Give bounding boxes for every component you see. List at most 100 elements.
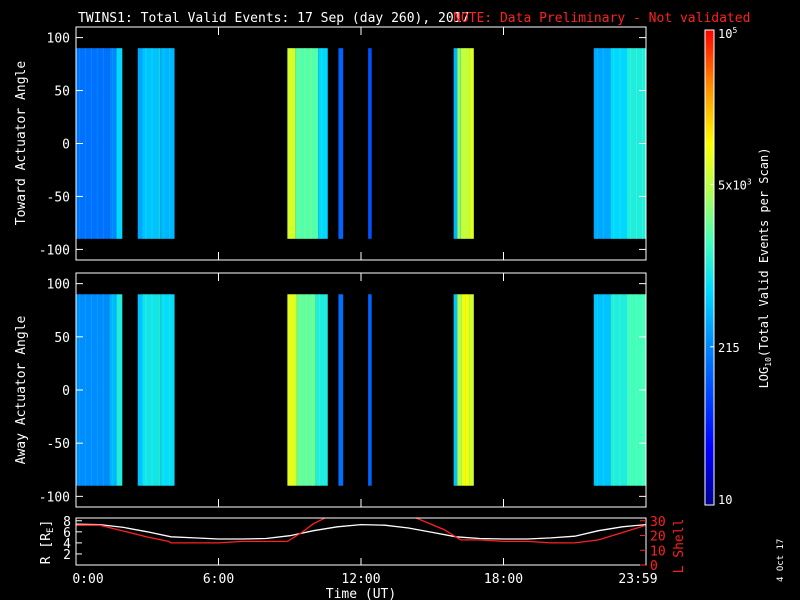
- toward-band: [116, 48, 123, 239]
- toward-band: [453, 48, 458, 239]
- time-xtick-label: 0:00: [72, 572, 103, 587]
- toward-ytick-label: 100: [47, 32, 70, 47]
- away-band: [315, 294, 328, 486]
- toward-band-stripe: [112, 48, 114, 239]
- away-band: [338, 294, 344, 486]
- away-band-stripe: [318, 294, 320, 486]
- toward-band-stripe: [145, 48, 147, 239]
- toward-x-ticks: [75, 27, 647, 260]
- away-band-stripe: [602, 294, 604, 486]
- r-ytick-label: 2: [63, 548, 71, 563]
- toward-band-stripe: [85, 48, 86, 239]
- lshell-ytick-label: 10: [650, 544, 666, 559]
- toward-band: [368, 48, 372, 239]
- colorbar-frame: [704, 29, 715, 506]
- toward-band: [460, 48, 470, 239]
- away-band: [137, 294, 143, 486]
- date-stamp: 4 Oct 17: [776, 539, 786, 582]
- away-x-ticks: [75, 273, 647, 507]
- toward-y-ticks: 100 50 0 -50 -100: [39, 32, 646, 258]
- time-xtick-label: 6:00: [203, 572, 234, 587]
- toward-band-stripe: [619, 48, 621, 239]
- away-y-ticks: 100 50 0 -50 -100: [39, 278, 646, 505]
- away-y-label: Away Actuator Angle: [14, 315, 29, 464]
- away-band: [368, 294, 372, 486]
- toward-band-stripe: [163, 48, 165, 239]
- toward-band-stripe: [310, 48, 312, 239]
- away-band: [457, 294, 462, 486]
- toward-y-label: Toward Actuator Angle: [14, 61, 29, 226]
- colorbar-gradient: [705, 30, 714, 505]
- toward-ytick-label: 50: [54, 85, 70, 100]
- preliminary-note: NOTE: Data Preliminary - Not validated: [453, 11, 750, 26]
- time-xtick-label: 12:00: [341, 572, 380, 587]
- toward-band-stripe: [169, 48, 171, 239]
- lshell-series-line: [76, 518, 646, 544]
- toward-ytick-label: -100: [39, 243, 70, 258]
- lshell-ytick-label: 30: [650, 515, 666, 530]
- toward-band: [159, 48, 161, 239]
- toward-band-stripe: [103, 48, 104, 239]
- toward-heatmap: [76, 48, 646, 239]
- r-y-label: R [RE]: [39, 520, 56, 565]
- away-band: [469, 294, 474, 486]
- r-ytick-label: 6: [63, 526, 71, 541]
- lshell-y-label: L Shell: [672, 519, 687, 574]
- toward-band: [295, 48, 319, 239]
- orbit-lines: [76, 518, 646, 544]
- away-band-stripe: [112, 294, 114, 486]
- toward-band: [469, 48, 474, 239]
- toward-band-stripe: [91, 48, 92, 239]
- away-band-stripe: [91, 294, 92, 486]
- away-band: [160, 294, 175, 486]
- lshell-ytick-label: 20: [650, 530, 666, 545]
- colorbar: 10 215 5x103 105 LOG10(Total Valid Events p…: [704, 26, 773, 507]
- colorbar-label: LOG10(Total Valid Events per Scan): [757, 148, 773, 389]
- toward-band: [338, 48, 344, 239]
- away-band-stripe: [103, 294, 104, 486]
- away-band-stripe: [85, 294, 86, 486]
- away-ytick-label: 0: [62, 384, 70, 399]
- away-band-stripe: [97, 294, 98, 486]
- away-band-stripe: [636, 294, 637, 486]
- away-band-stripe: [290, 294, 292, 486]
- toward-ytick-label: -50: [47, 190, 70, 205]
- colorbar-ticks: 10 215 5x103 105: [710, 26, 752, 507]
- toward-band-stripe: [596, 48, 598, 239]
- away-band: [453, 294, 458, 486]
- colorbar-tick-label: 10: [718, 493, 732, 507]
- away-band-stripe: [613, 294, 615, 486]
- toward-band: [593, 48, 611, 239]
- toward-band-stripe: [304, 48, 306, 239]
- away-band-stripe: [151, 294, 153, 486]
- toward-band-stripe: [463, 48, 465, 239]
- toward-band: [610, 48, 627, 239]
- away-band: [142, 294, 160, 486]
- toward-band: [160, 48, 175, 239]
- away-band-stripe: [299, 294, 301, 486]
- away-band-stripe: [145, 294, 147, 486]
- away-ytick-label: -50: [47, 437, 70, 452]
- toward-band: [137, 48, 143, 239]
- toward-band-stripe: [97, 48, 98, 239]
- away-band-stripe: [630, 294, 631, 486]
- away-band: [610, 294, 627, 486]
- toward-band: [287, 48, 296, 239]
- chart-title: TWINS1: Total Valid Events: 17 Sep (day …: [78, 11, 469, 26]
- toward-band: [142, 48, 160, 239]
- time-xtick-label: 23:59: [618, 572, 657, 587]
- away-band-stripe: [311, 294, 313, 486]
- r-ytick-label: 4: [63, 537, 71, 552]
- toward-band-stripe: [602, 48, 604, 239]
- away-band-stripe: [169, 294, 171, 486]
- toward-band-stripe: [290, 48, 292, 239]
- away-heatmap: [76, 294, 646, 486]
- away-band-stripe: [163, 294, 165, 486]
- away-band-stripe: [305, 294, 307, 486]
- colorbar-tick-label: 105: [718, 26, 737, 41]
- time-x-ticks: 0:00 6:00 12:00 18:00 23:59: [72, 558, 658, 587]
